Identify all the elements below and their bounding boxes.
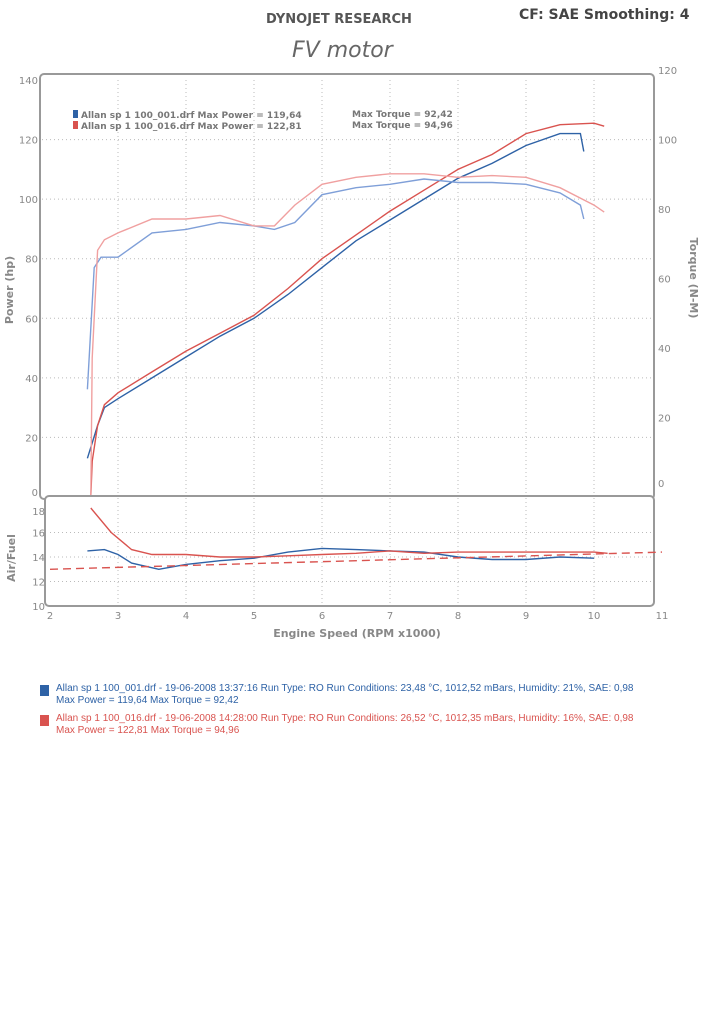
torque-tick-label: 80 (658, 205, 671, 216)
series-line-power-100_016 (90, 122, 605, 498)
torque-tick-label: 20 (658, 414, 671, 425)
air-fuel-plot: 10 12 14 16 18 2 3 4 5 6 7 8 9 10 11 (32, 495, 669, 622)
rpm-tick-label: 7 (387, 611, 393, 622)
power-tick-label: 40 (25, 374, 38, 385)
series-line-afr-100_001 (87, 547, 595, 571)
rpm-tick-label: 10 (588, 611, 601, 622)
afr-tick-label: 14 (32, 553, 45, 564)
series-line-torque-100_001 (86, 178, 585, 390)
power-tick-label: 100 (19, 195, 38, 206)
rpm-tick-label: 4 (183, 611, 189, 622)
run-conditions: Allan sp 1 100_001.drf - 19-06-2008 13:3… (56, 683, 634, 694)
run-info-2: Allan sp 1 100_016.drf - 19-06-2008 14:2… (40, 713, 720, 737)
power-axis-label: Power (hp) (3, 256, 16, 324)
series-line-afr-target (49, 551, 663, 570)
power-tick-label: 80 (25, 255, 38, 266)
torque-tick-label: 120 (658, 66, 677, 77)
rpm-tick-label: 11 (656, 611, 669, 622)
series-line-power-100_001 (86, 132, 585, 459)
afr-frame (44, 495, 655, 607)
legend-swatch-red (73, 121, 78, 129)
rpm-tick-label: 6 (319, 611, 325, 622)
run-info-1: Allan sp 1 100_001.drf - 19-06-2008 13:3… (40, 683, 720, 707)
power-torque-plot: 0 20 40 60 80 100 120 140 0 20 40 60 80 100 120 (19, 66, 677, 500)
run-max-values: Max Power = 122,81 Max Torque = 94,96 (56, 725, 240, 736)
run-swatch (40, 715, 49, 726)
rpm-tick-label: 3 (115, 611, 121, 622)
run-conditions: Allan sp 1 100_016.drf - 19-06-2008 14:2… (56, 713, 634, 724)
run-info-list: Allan sp 1 100_001.drf - 19-06-2008 13:3… (40, 683, 720, 737)
torque-tick-label: 60 (658, 275, 671, 286)
rpm-tick-label: 8 (455, 611, 461, 622)
power-tick-label: 60 (25, 314, 38, 325)
plot-frame (39, 73, 655, 500)
afr-tick-label: 18 (32, 507, 45, 518)
brand-title: DYNOJET RESEARCH (266, 12, 412, 27)
afr-tick-label: 12 (32, 578, 45, 589)
legend-item-1: Allan sp 1 100_001.drf Max Power = 119,6… (81, 111, 302, 121)
settings-label: CF: SAE Smoothing: 4 (519, 7, 690, 23)
torque-tick-label: 0 (658, 479, 664, 490)
rpm-tick-label: 9 (523, 611, 529, 622)
legend-item-2-torque: Max Torque = 94,96 (352, 121, 453, 131)
power-tick-label: 20 (25, 433, 38, 444)
series-line-torque-100_016 (90, 173, 605, 498)
legend-swatch-blue (73, 110, 78, 118)
run-max-values: Max Power = 119,64 Max Torque = 92,42 (56, 695, 239, 706)
chart-title: FV motor (292, 38, 393, 63)
afr-axis-label: Air/Fuel (5, 534, 18, 582)
power-tick-label: 0 (32, 488, 38, 499)
legend-item-2: Allan sp 1 100_016.drf Max Power = 122,8… (81, 122, 302, 132)
torque-axis-label: Torque (N-M) (687, 238, 700, 319)
power-tick-label: 120 (19, 136, 38, 147)
legend-item-1-torque: Max Torque = 92,42 (352, 110, 453, 120)
series-line-afr-100_016 (90, 507, 608, 558)
afr-tick-label: 16 (32, 529, 45, 540)
rpm-tick-label: 5 (251, 611, 257, 622)
rpm-tick-label: 2 (47, 611, 53, 622)
torque-tick-label: 100 (658, 136, 677, 147)
power-tick-label: 140 (19, 76, 38, 87)
afr-tick-label: 10 (32, 602, 45, 613)
x-axis-label: Engine Speed (RPM x1000) (273, 627, 441, 640)
torque-tick-label: 40 (658, 344, 671, 355)
run-swatch (40, 685, 49, 696)
